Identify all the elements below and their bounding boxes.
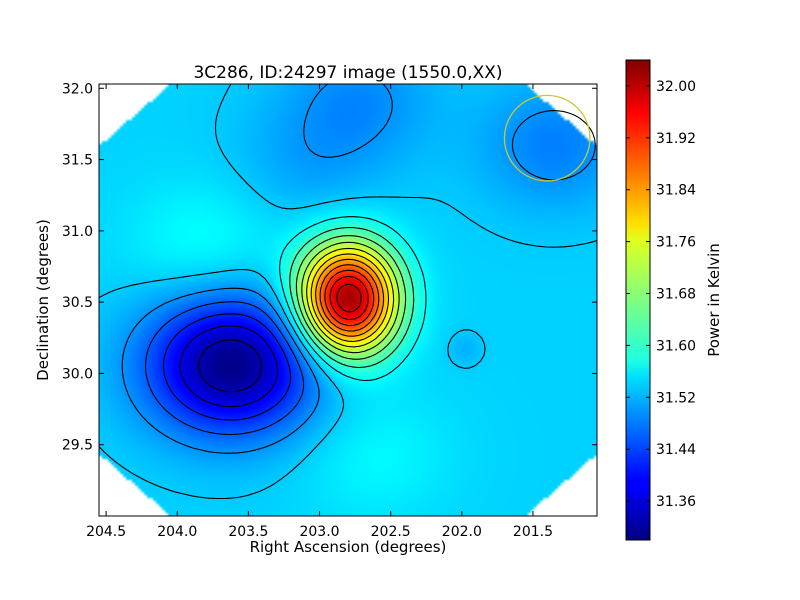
colorbar-tick-label: 31.84	[656, 183, 696, 199]
x-axis-label: Right Ascension (degrees)	[250, 538, 447, 556]
y-tick-label: 31.0	[62, 224, 93, 240]
x-tick-label: 201.5	[513, 524, 553, 540]
y-tick-label: 29.5	[62, 438, 93, 454]
contour-line	[197, 339, 263, 393]
contour-line	[99, 84, 597, 500]
x-axis-ticks: 204.5 204.0 203.5 203.0 202.5 202.0 201.5	[86, 84, 553, 540]
colorbar-ticks: 31.36 31.44 31.52 31.60 31.68 31.76 31.84 31.92…	[626, 79, 696, 510]
contour-line	[310, 253, 390, 343]
contour-line	[315, 258, 385, 337]
contour-line	[295, 235, 407, 360]
colorbar-tick-label: 31.44	[656, 442, 696, 458]
heatmap-area	[99, 84, 597, 516]
y-tick-label: 30.5	[62, 295, 93, 311]
colorbar-tick-label: 31.68	[656, 287, 696, 303]
colorbar-tick-label: 32.00	[656, 79, 696, 95]
y-axis-label: Declination (degrees)	[34, 219, 52, 381]
colorbar-tick-label: 31.36	[656, 494, 696, 510]
x-tick-label: 203.5	[228, 524, 268, 540]
colorbar-tick-label: 31.92	[656, 131, 696, 147]
colorbar-tick-label: 31.52	[656, 390, 696, 406]
x-tick-label: 202.5	[371, 524, 411, 540]
y-tick-label: 31.5	[62, 153, 93, 169]
contour-line	[162, 313, 292, 421]
colorbar	[625, 59, 651, 541]
contour-lines	[99, 84, 597, 500]
x-tick-label: 204.5	[86, 524, 126, 540]
contour-line	[306, 247, 395, 348]
colorbar-tick-label: 31.76	[656, 235, 696, 251]
contour-line	[301, 241, 400, 354]
contour-line	[336, 283, 362, 313]
contour-line	[324, 269, 375, 327]
y-axis-ticks: 29.5 30.0 30.5 31.0 31.5 32.0	[62, 81, 597, 454]
colorbar-label: Power in Kelvin	[705, 243, 723, 357]
y-tick-label: 32.0	[62, 81, 93, 97]
contour-line	[179, 325, 279, 408]
contour-line	[144, 301, 305, 436]
colorbar-tick-label: 31.60	[656, 338, 696, 354]
x-tick-label: 203.0	[299, 524, 339, 540]
contour-line	[121, 84, 596, 454]
contour-line	[329, 275, 369, 321]
contour-line	[289, 226, 415, 369]
chart-title: 3C286, ID:24297 image (1550.0,XX)	[193, 63, 502, 83]
x-tick-label: 202.0	[442, 524, 482, 540]
beam-circle	[503, 94, 591, 182]
contour-line	[279, 216, 427, 382]
contour-line	[319, 264, 380, 332]
x-tick-label: 204.0	[157, 524, 197, 540]
y-tick-label: 30.0	[62, 366, 93, 382]
plot-frame	[98, 83, 598, 517]
